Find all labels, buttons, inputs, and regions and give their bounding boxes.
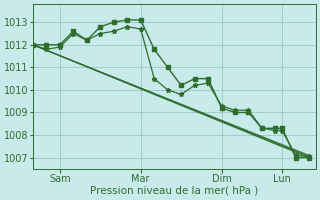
X-axis label: Pression niveau de la mer( hPa ): Pression niveau de la mer( hPa ): [90, 186, 259, 196]
